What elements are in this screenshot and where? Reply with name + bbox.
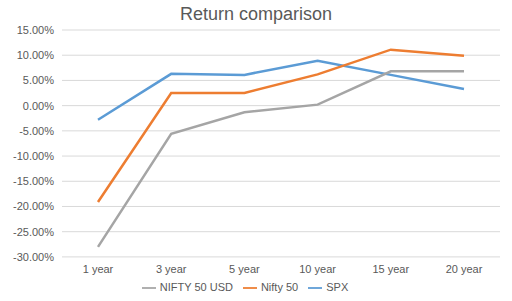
svg-text:-30.00%: -30.00% (13, 251, 54, 263)
svg-text:5 year: 5 year (229, 263, 260, 275)
html-text:SPX: SPX (326, 280, 349, 293)
html-text:Nifty 50: Nifty 50 (260, 280, 299, 293)
svg-text:5.00%: 5.00% (23, 74, 54, 86)
svg-text:1 year: 1 year (83, 263, 114, 275)
svg-text:20 year: 20 year (446, 263, 483, 275)
svg-text:3 year: 3 year (156, 263, 187, 275)
svg-text:15 year: 15 year (372, 263, 409, 275)
svg-text:10.00%: 10.00% (17, 49, 55, 61)
svg-text:-25.00%: -25.00% (13, 226, 54, 238)
svg-text:-10.00%: -10.00% (13, 150, 54, 162)
html-text:Return comparison: Return comparison (180, 4, 332, 24)
html-text:NIFTY 50 USD: NIFTY 50 USD (159, 280, 233, 293)
svg-text:10 year: 10 year (299, 263, 336, 275)
svg-text:-15.00%: -15.00% (13, 175, 54, 187)
svg-text:0.00%: 0.00% (23, 100, 54, 112)
svg-text:-20.00%: -20.00% (13, 200, 54, 212)
svg-text:15.00%: 15.00% (17, 24, 55, 36)
svg-text:-5.00%: -5.00% (19, 125, 54, 137)
